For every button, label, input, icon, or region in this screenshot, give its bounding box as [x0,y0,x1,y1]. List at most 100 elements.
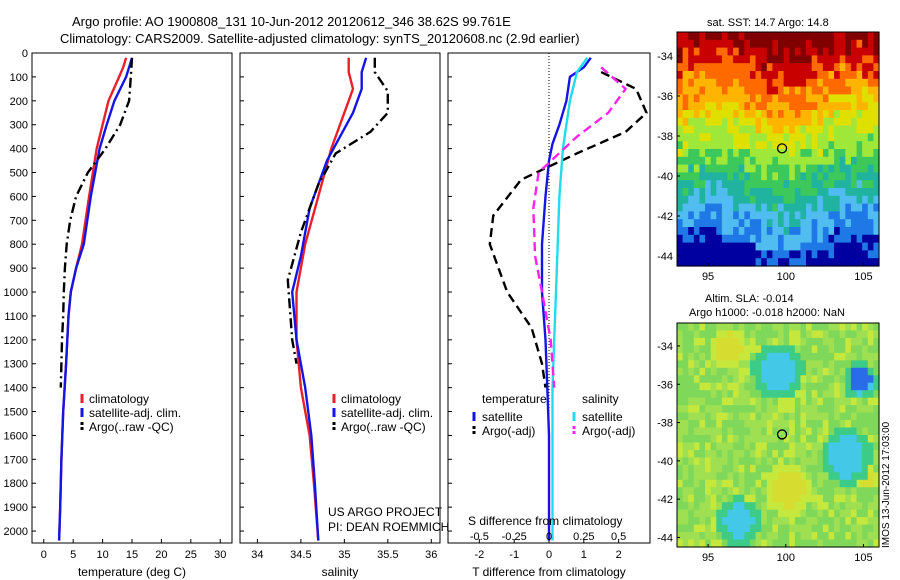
map-cell [727,412,734,421]
map-cell [766,412,773,421]
map-cell [699,117,706,127]
map-cell [873,539,880,548]
map-cell [867,345,874,354]
map-cell [716,164,723,173]
map-cell [682,330,689,339]
map-cell [800,133,807,142]
map-cell [761,435,768,444]
map-cell [688,330,695,339]
map-cell [811,110,818,119]
map-cell [862,532,869,541]
s-diff-title: S difference from climatology [468,514,623,528]
map-cell [688,133,695,142]
map-cell [873,133,880,142]
map-cell [727,337,734,346]
map-cell [710,397,717,406]
y-tick-label: 1500 [4,407,28,419]
map-cell [856,464,863,473]
map-cell [705,258,712,267]
map-cell [789,427,796,436]
map-cell [677,110,684,119]
map-cell [727,32,734,41]
map-cell [834,479,841,488]
map-cell [766,375,773,384]
map-cell [699,539,706,548]
map-cell [828,464,835,473]
map-cell [822,502,830,511]
map-cell [845,211,852,220]
map-cell [677,86,684,95]
imos-side-note: IMOS 13-Jun-2012 17:03:00 [881,421,892,548]
map-cell [834,203,841,212]
map-cell [738,405,745,414]
map-cell [721,435,729,444]
map-cell [677,494,684,503]
map-cell [834,39,841,49]
map-cell [783,345,790,354]
map-cell [727,323,734,332]
map-cell [828,32,835,41]
map-cell [716,323,723,332]
map-cell [766,420,773,429]
map-cell [806,39,813,49]
map-cell [682,472,689,481]
map-cell [850,110,858,119]
map-cell [806,352,813,361]
map-cell [772,188,779,197]
map-cell [783,323,790,332]
map-cell [705,234,712,244]
map-cell [839,479,846,488]
map-cell [873,494,880,503]
map-cell [721,71,729,80]
map-cell [699,427,706,436]
map-cell [839,211,846,220]
map-cell [856,149,863,158]
map-cell [772,63,779,72]
map-cell [710,420,717,429]
map-cell [772,464,779,473]
map-cell [817,449,824,458]
map-cell [682,195,689,205]
map-cell [772,360,779,369]
map-cell [806,86,813,95]
map-cell [800,63,807,72]
map-cell [850,427,858,436]
map-cell [738,539,745,548]
map-cell [839,367,846,376]
map-cell [850,63,858,72]
map-cell [794,352,802,361]
map-cell [873,258,880,267]
map-cell [850,71,858,80]
map-cell [727,102,734,111]
map-cell [845,55,852,64]
map-cell [738,382,745,391]
map-cell [721,203,729,212]
map-cell [828,323,835,332]
map-cell [688,258,695,267]
map-cell [794,149,802,158]
map-cell [839,337,846,346]
map-cell [783,367,790,376]
map-cell [716,219,723,228]
map-cell [839,449,846,458]
map-cell [817,435,824,444]
map-cell [806,539,813,548]
map-cell [811,435,818,444]
map-cell [800,390,807,399]
map-cell [772,435,779,444]
map-cell [733,39,740,49]
map-cell [862,360,869,369]
map-cell [817,517,824,526]
map-cell [733,94,740,103]
map-cell [699,32,706,41]
map-cell [733,494,740,503]
map-cell [839,532,846,541]
map-cell [850,156,858,166]
map-cell [733,397,740,406]
map-cell [839,141,846,150]
map-cell [839,125,846,134]
map-cell [856,532,863,541]
series-line-4 [532,66,627,388]
map-cell [778,352,785,361]
map-cell [800,102,807,111]
